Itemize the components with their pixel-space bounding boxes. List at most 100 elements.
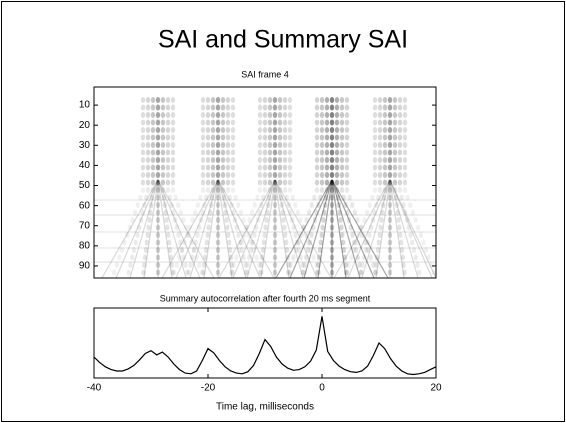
texture-blob bbox=[377, 149, 383, 156]
texture-blob bbox=[272, 254, 278, 261]
texture-blob bbox=[272, 187, 278, 193]
texture-blob bbox=[329, 269, 335, 276]
texture-blob bbox=[403, 209, 408, 216]
texture-blob bbox=[215, 202, 221, 208]
texture-blob bbox=[160, 149, 166, 156]
texture-blob bbox=[277, 172, 283, 178]
texture-blob bbox=[396, 217, 401, 223]
texture-fan bbox=[375, 179, 391, 279]
texture-blob bbox=[352, 209, 358, 216]
texture-blob bbox=[204, 239, 210, 246]
texture-blob bbox=[406, 224, 411, 231]
texture-blob bbox=[262, 142, 268, 148]
texture-blob bbox=[307, 239, 312, 246]
texture-blob bbox=[145, 134, 151, 141]
texture-blob bbox=[387, 209, 393, 216]
texture-blob bbox=[145, 142, 151, 148]
texture-blob bbox=[197, 224, 202, 231]
texture-blob bbox=[200, 142, 206, 148]
texture-blob bbox=[200, 179, 206, 186]
texture-blob bbox=[287, 97, 293, 103]
texture-blob bbox=[272, 224, 278, 231]
y-tick-label: 60 bbox=[79, 200, 91, 211]
texture-blob bbox=[382, 97, 388, 103]
texture-blob bbox=[194, 254, 199, 261]
texture-blob bbox=[140, 104, 146, 111]
texture-blob bbox=[262, 119, 268, 126]
texture-blob bbox=[306, 239, 311, 246]
texture-blob bbox=[262, 179, 268, 186]
texture-fan bbox=[274, 179, 304, 279]
texture-blob bbox=[127, 224, 133, 231]
texture-blob bbox=[155, 97, 161, 103]
texture-blob bbox=[397, 97, 403, 103]
texture-blob bbox=[140, 157, 146, 163]
texture-blob bbox=[322, 209, 327, 216]
texture-blob bbox=[287, 172, 293, 178]
texture-blob bbox=[231, 262, 236, 268]
texture-blob bbox=[329, 104, 335, 111]
texture-blob bbox=[186, 232, 191, 238]
texture-blob bbox=[282, 142, 288, 148]
texture-blob bbox=[249, 239, 254, 246]
texture-blob bbox=[262, 172, 268, 178]
texture-blob bbox=[401, 262, 406, 268]
texture-fan bbox=[260, 179, 276, 279]
texture-blob bbox=[280, 209, 285, 216]
texture-blob bbox=[166, 232, 171, 238]
texture-fan bbox=[217, 179, 261, 279]
texture-blob bbox=[205, 172, 211, 178]
texture-blob bbox=[377, 119, 383, 126]
texture-blob bbox=[206, 224, 211, 231]
texture-blob bbox=[343, 202, 348, 208]
texture-blob bbox=[283, 232, 288, 238]
texture-blob bbox=[150, 149, 156, 156]
texture-blob bbox=[296, 247, 302, 253]
texture-blob bbox=[160, 157, 166, 163]
texture-blob bbox=[169, 262, 174, 268]
texture-blob bbox=[319, 232, 324, 238]
texture-blob bbox=[257, 142, 263, 148]
texture-blob bbox=[382, 104, 388, 111]
texture-blob bbox=[311, 224, 316, 231]
texture-blob bbox=[377, 127, 383, 133]
texture-blob bbox=[173, 194, 178, 201]
texture-blob bbox=[363, 247, 369, 253]
texture-blob bbox=[314, 104, 320, 111]
texture-blob bbox=[155, 134, 161, 141]
texture-blob bbox=[262, 232, 267, 238]
texture-blob bbox=[145, 179, 151, 186]
texture-blob bbox=[397, 157, 403, 163]
texture-blob bbox=[170, 149, 176, 156]
texture-blob bbox=[257, 134, 263, 141]
texture-blob bbox=[238, 209, 244, 216]
texture-blob bbox=[324, 127, 330, 133]
texture-blob bbox=[140, 134, 146, 141]
texture-blob bbox=[291, 224, 296, 231]
texture-blob bbox=[350, 202, 355, 208]
texture-blob bbox=[150, 134, 156, 141]
texture-blob bbox=[374, 262, 379, 268]
texture-blob bbox=[314, 134, 320, 141]
texture-blob bbox=[377, 142, 383, 148]
texture-blob bbox=[334, 142, 340, 148]
texture-blob bbox=[190, 254, 195, 261]
texture-blob bbox=[262, 97, 268, 103]
texture-blob bbox=[287, 142, 293, 148]
texture-blob bbox=[282, 104, 288, 111]
texture-blob bbox=[405, 194, 410, 201]
texture-blob bbox=[372, 142, 378, 148]
texture-blob bbox=[150, 104, 156, 111]
texture-blob bbox=[272, 217, 278, 223]
texture-blob bbox=[387, 262, 393, 268]
texture-blob bbox=[243, 224, 249, 231]
texture-blob bbox=[230, 149, 236, 156]
texture-blob bbox=[262, 164, 268, 171]
texture-blob bbox=[300, 224, 306, 231]
texture-blob bbox=[387, 164, 393, 171]
texture-blob bbox=[209, 202, 214, 208]
texture-blob bbox=[341, 247, 347, 253]
texture-blob bbox=[319, 142, 325, 148]
texture-blob bbox=[286, 262, 291, 268]
texture-blob bbox=[272, 104, 278, 111]
